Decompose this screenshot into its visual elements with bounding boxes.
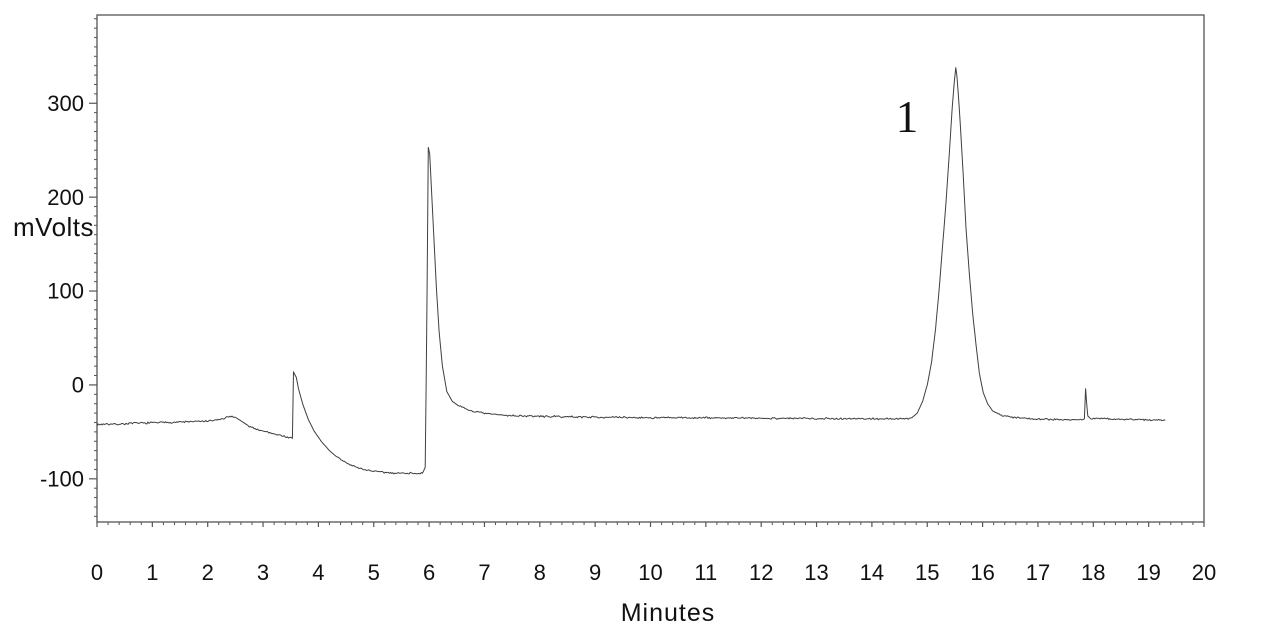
x-tick-label: 16 xyxy=(970,560,994,585)
x-tick-label: 12 xyxy=(749,560,773,585)
x-tick-label: 13 xyxy=(804,560,828,585)
y-tick-label: 300 xyxy=(47,91,84,116)
y-tick-label: 200 xyxy=(47,185,84,210)
x-tick-label: 7 xyxy=(478,560,490,585)
y-tick-label: 0 xyxy=(72,373,84,398)
y-tick-label: -100 xyxy=(40,467,84,492)
x-tick-label: 6 xyxy=(423,560,435,585)
y-axis-title: mVolts xyxy=(13,212,95,242)
x-tick-label: 8 xyxy=(534,560,546,585)
axis-frame xyxy=(96,14,1205,523)
peak-1-annotation: 1 xyxy=(895,92,919,142)
x-tick-label: 0 xyxy=(91,560,103,585)
x-tick-label: 3 xyxy=(257,560,269,585)
x-tick-label: 5 xyxy=(368,560,380,585)
x-tick-label: 10 xyxy=(638,560,662,585)
x-tick-label: 2 xyxy=(202,560,214,585)
y-tick-label: 100 xyxy=(47,279,84,304)
x-axis-title: Minutes xyxy=(620,599,716,627)
x-tick-label: 17 xyxy=(1026,560,1050,585)
x-tick-label: 15 xyxy=(915,560,939,585)
x-tick-label: 19 xyxy=(1136,560,1160,585)
x-tick-label: 18 xyxy=(1081,560,1105,585)
x-tick-label: 9 xyxy=(589,560,601,585)
x-tick-label: 11 xyxy=(694,560,717,585)
signal-trace xyxy=(96,67,1166,475)
x-tick-label: 1 xyxy=(146,560,158,585)
x-tick-label: 20 xyxy=(1192,560,1216,585)
x-tick-label: 14 xyxy=(860,560,884,585)
x-tick-label: 4 xyxy=(312,560,324,585)
